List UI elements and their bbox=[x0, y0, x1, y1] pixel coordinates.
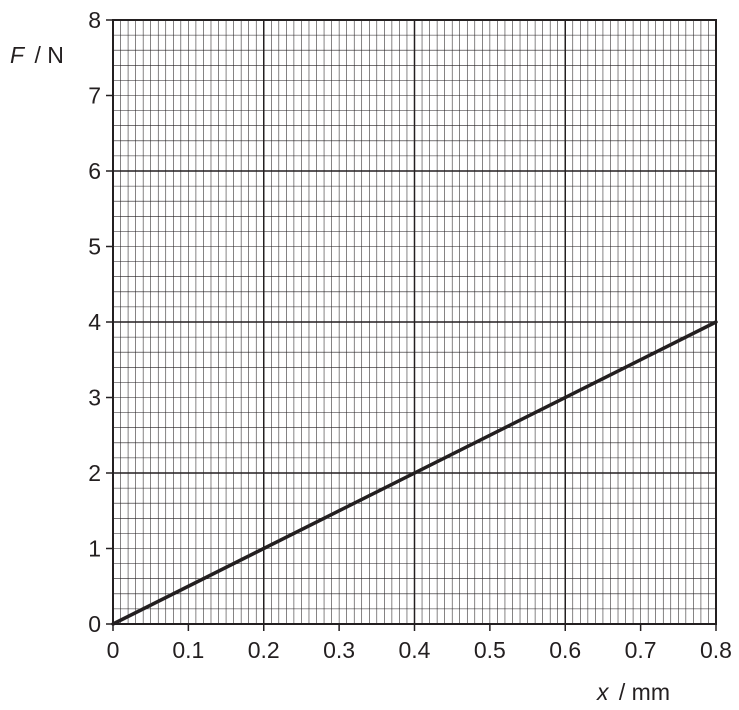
major-grid bbox=[113, 20, 716, 624]
x-tick-label: 0.7 bbox=[625, 637, 657, 663]
y-tick-label: 7 bbox=[88, 83, 101, 109]
x-tick-label: 0.6 bbox=[549, 637, 581, 663]
tick-marks bbox=[106, 19, 717, 631]
x-tick-label: 0.2 bbox=[248, 637, 280, 663]
y-axis-symbol: F bbox=[10, 42, 26, 68]
y-tick-label: 0 bbox=[88, 611, 101, 637]
y-tick-labels: 0 1 2 3 4 5 6 7 8 bbox=[88, 7, 101, 637]
y-tick-label: 2 bbox=[88, 460, 101, 486]
x-tick-label: 0.8 bbox=[700, 637, 732, 663]
x-tick-label: 0.1 bbox=[172, 637, 204, 663]
x-axis-symbol: x bbox=[596, 679, 610, 705]
y-tick-label: 3 bbox=[88, 385, 101, 411]
y-tick-label: 6 bbox=[88, 158, 101, 184]
y-axis-label: F / N bbox=[10, 42, 64, 68]
y-tick-label: 4 bbox=[88, 309, 101, 335]
x-axis-label: x / mm bbox=[596, 679, 670, 705]
y-tick-label: 1 bbox=[88, 536, 101, 562]
y-tick-label: 5 bbox=[88, 234, 101, 260]
x-tick-label: 0.3 bbox=[323, 637, 355, 663]
y-axis-unit: / N bbox=[34, 42, 63, 68]
x-axis-unit: / mm bbox=[619, 679, 670, 705]
x-tick-label: 0.5 bbox=[474, 637, 506, 663]
x-tick-label: 0 bbox=[107, 637, 120, 663]
series-layer bbox=[111, 320, 718, 626]
y-tick-label: 8 bbox=[88, 7, 101, 33]
x-tick-labels: 0 0.1 0.2 0.3 0.4 0.5 0.6 0.7 0.8 bbox=[107, 637, 732, 663]
x-tick-label: 0.4 bbox=[399, 637, 431, 663]
series-line bbox=[111, 320, 718, 626]
